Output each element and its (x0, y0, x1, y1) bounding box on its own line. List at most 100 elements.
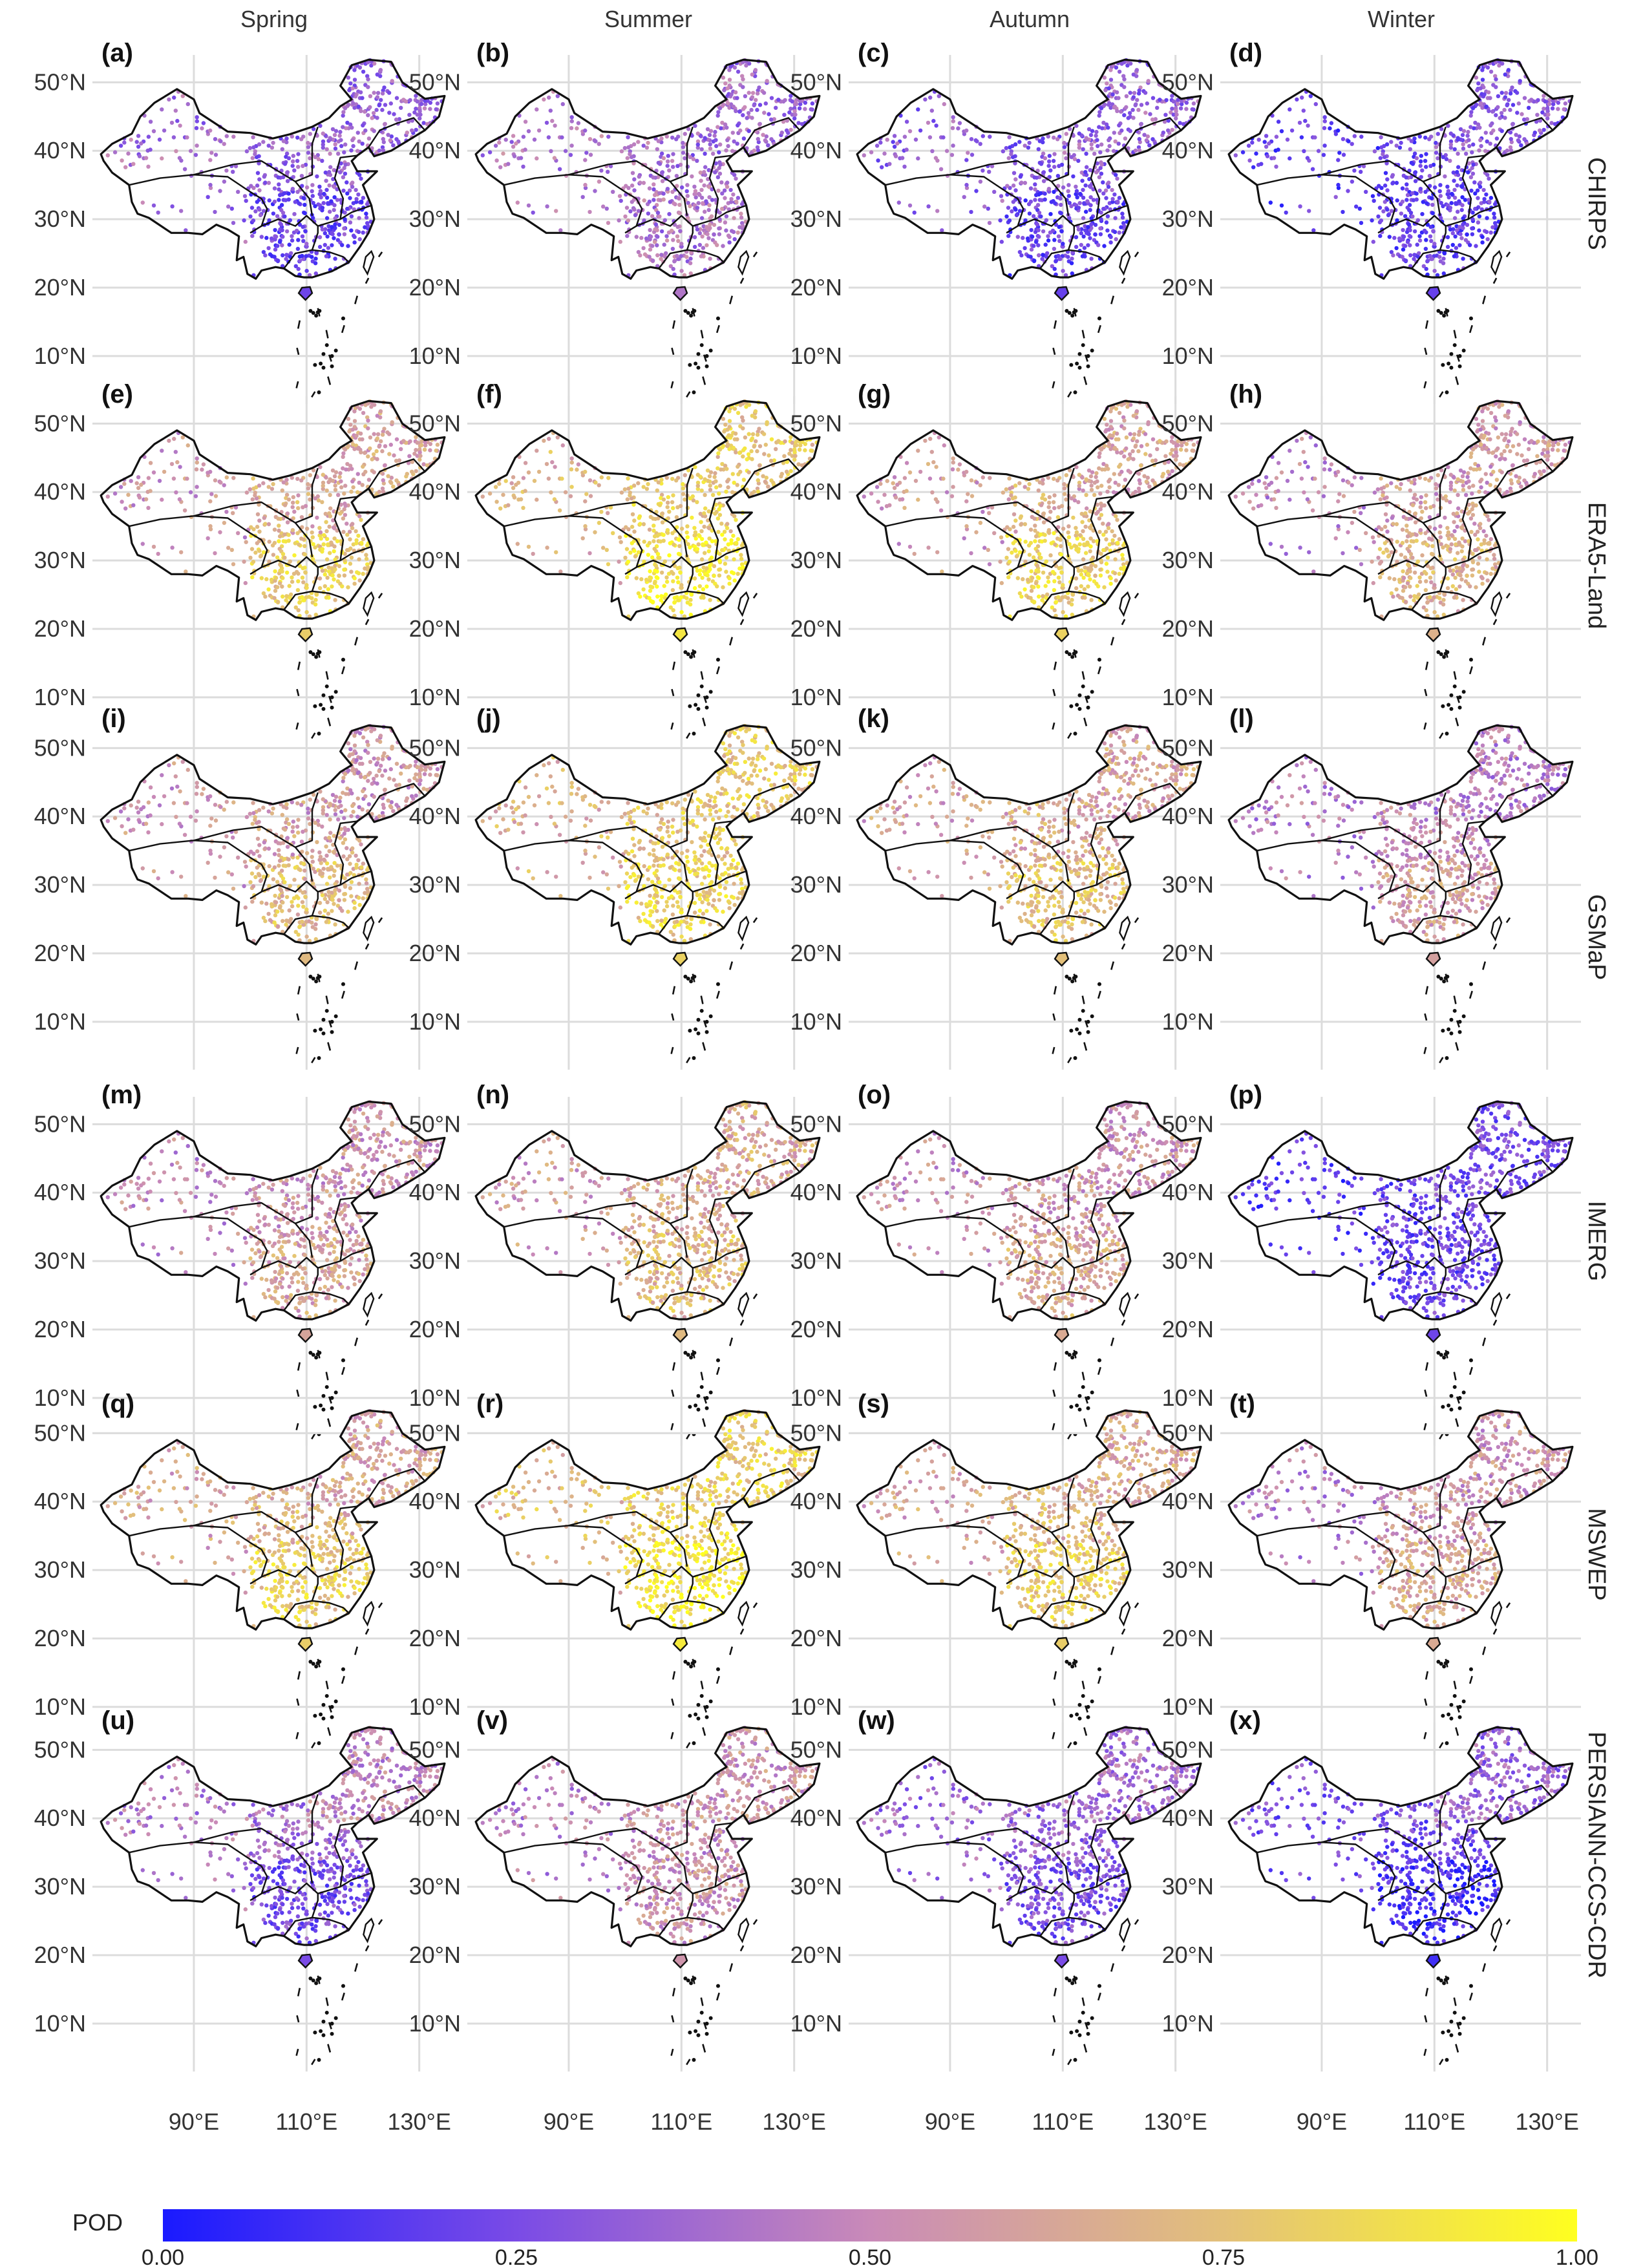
station-point (1120, 211, 1124, 215)
station-point (167, 98, 171, 101)
station-point (501, 151, 505, 155)
station-point (693, 235, 697, 239)
station-point (1088, 208, 1092, 212)
station-point (285, 229, 289, 233)
station-point (303, 211, 307, 215)
station-point (734, 109, 737, 113)
season-headers: Spring Summer Autumn Winter (240, 6, 1435, 32)
nine-dash-line (297, 381, 299, 388)
station-point (395, 96, 399, 100)
station-point (300, 254, 304, 258)
station-point (325, 216, 329, 220)
station-point (648, 200, 652, 204)
station-point (675, 174, 679, 178)
station-point (1090, 129, 1094, 133)
station-point (1040, 257, 1044, 260)
station-point (282, 139, 286, 143)
station-point (897, 200, 901, 204)
station-point (323, 231, 327, 235)
station-point (363, 129, 367, 132)
station-point (281, 253, 284, 257)
station-point (1000, 240, 1004, 244)
station-point (697, 201, 701, 205)
station-point (792, 116, 796, 120)
islet (341, 317, 345, 321)
station-point (623, 215, 627, 218)
station-point (698, 231, 702, 235)
station-point (179, 209, 183, 213)
nine-dash-line (672, 348, 674, 355)
station-point (1019, 180, 1023, 184)
nine-dash-line (342, 325, 344, 333)
station-point (628, 209, 632, 213)
station-point (321, 206, 324, 209)
station-point (766, 143, 770, 147)
station-point (693, 245, 697, 249)
station-point (1066, 255, 1070, 259)
station-point (900, 156, 904, 160)
station-point (321, 228, 324, 231)
station-point (1118, 231, 1121, 235)
station-point (158, 138, 162, 142)
station-point (675, 164, 679, 168)
station-point (624, 184, 628, 188)
station-point (638, 253, 642, 257)
station-point (992, 190, 996, 194)
station-point (655, 228, 659, 232)
station-point (298, 259, 302, 262)
station-point (218, 139, 222, 143)
station-point (251, 145, 255, 149)
station-point (405, 131, 409, 134)
station-point (1129, 90, 1132, 94)
station-point (734, 90, 737, 94)
station-point (667, 169, 671, 173)
station-point (410, 129, 414, 132)
station-point (1108, 240, 1112, 244)
station-point (716, 110, 720, 114)
station-point (106, 153, 110, 157)
station-point (762, 111, 766, 114)
station-point (661, 198, 665, 202)
station-point (120, 158, 123, 162)
station-point (1151, 96, 1155, 100)
station-point (248, 215, 252, 218)
row-label-gsmap: GSMaP (1583, 894, 1610, 980)
station-point (351, 144, 355, 148)
station-point (749, 108, 753, 112)
station-point (1079, 243, 1083, 247)
station-point (374, 108, 378, 112)
station-point (632, 177, 636, 181)
station-point (511, 145, 515, 149)
station-point (727, 235, 731, 239)
station-point (516, 200, 520, 204)
station-point (366, 113, 370, 117)
station-point (553, 123, 556, 127)
station-point (623, 146, 627, 150)
station-point (328, 136, 332, 140)
station-point (1074, 185, 1077, 189)
station-point (292, 169, 296, 173)
station-point (734, 176, 737, 180)
station-point (1088, 236, 1092, 240)
station-point (348, 196, 352, 200)
station-point (728, 78, 732, 81)
station-point (1089, 133, 1093, 137)
station-point (1026, 237, 1030, 240)
station-point (514, 142, 518, 145)
station-point (674, 137, 678, 141)
station-point (149, 120, 153, 123)
station-point (1115, 176, 1119, 180)
station-point (962, 195, 966, 199)
station-point (653, 193, 657, 197)
station-point (561, 102, 565, 106)
station-point (162, 129, 166, 132)
station-point (506, 162, 510, 166)
station-point (1121, 215, 1125, 219)
station-point (697, 192, 701, 196)
nine-dash-line (366, 278, 368, 283)
station-point (648, 248, 652, 251)
station-point (139, 142, 143, 145)
station-point (754, 68, 758, 72)
station-point (688, 257, 692, 260)
station-point (661, 170, 664, 174)
